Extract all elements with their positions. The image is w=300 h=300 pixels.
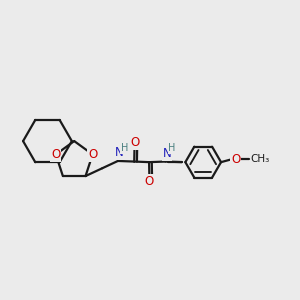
Text: O: O	[145, 175, 154, 188]
Text: CH₃: CH₃	[250, 154, 270, 164]
Text: O: O	[88, 148, 97, 161]
Text: N: N	[163, 147, 171, 160]
Text: H: H	[121, 143, 128, 153]
Text: N: N	[115, 146, 124, 159]
Text: O: O	[231, 153, 241, 166]
Text: O: O	[51, 148, 61, 161]
Text: O: O	[130, 136, 139, 149]
Text: H: H	[168, 143, 176, 154]
